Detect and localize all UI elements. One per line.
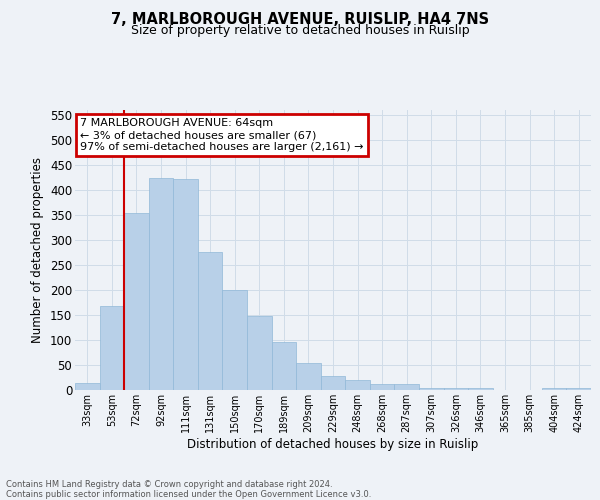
Bar bbox=[321, 376, 345, 390]
Bar bbox=[149, 178, 173, 390]
Text: Size of property relative to detached houses in Ruislip: Size of property relative to detached ho… bbox=[131, 24, 469, 37]
Bar bbox=[75, 382, 100, 390]
Bar bbox=[100, 306, 124, 390]
Text: 7 MARLBOROUGH AVENUE: 64sqm
← 3% of detached houses are smaller (67)
97% of semi: 7 MARLBOROUGH AVENUE: 64sqm ← 3% of deta… bbox=[80, 118, 364, 152]
Bar bbox=[223, 290, 247, 390]
X-axis label: Distribution of detached houses by size in Ruislip: Distribution of detached houses by size … bbox=[187, 438, 479, 450]
Bar bbox=[247, 316, 272, 390]
Text: Contains HM Land Registry data © Crown copyright and database right 2024.
Contai: Contains HM Land Registry data © Crown c… bbox=[6, 480, 371, 499]
Text: 7, MARLBOROUGH AVENUE, RUISLIP, HA4 7NS: 7, MARLBOROUGH AVENUE, RUISLIP, HA4 7NS bbox=[111, 12, 489, 28]
Bar bbox=[173, 178, 198, 390]
Y-axis label: Number of detached properties: Number of detached properties bbox=[31, 157, 44, 343]
Bar bbox=[345, 380, 370, 390]
Bar bbox=[566, 388, 591, 390]
Bar bbox=[542, 388, 566, 390]
Bar bbox=[272, 342, 296, 390]
Bar bbox=[419, 388, 443, 390]
Bar bbox=[296, 362, 321, 390]
Bar bbox=[443, 388, 468, 390]
Bar bbox=[468, 388, 493, 390]
Bar bbox=[370, 384, 394, 390]
Bar bbox=[124, 212, 149, 390]
Bar bbox=[394, 384, 419, 390]
Bar bbox=[198, 252, 223, 390]
